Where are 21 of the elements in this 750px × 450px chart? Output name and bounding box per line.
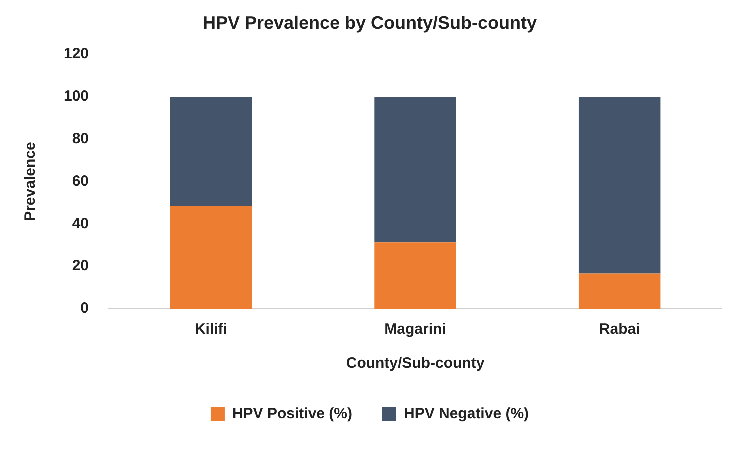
x-axis-title: County/Sub-county	[346, 355, 486, 372]
chart-title: HPV Prevalence by County/Sub-county	[202, 12, 538, 33]
bar	[374, 242, 456, 309]
y-tick-label: 0	[80, 300, 90, 318]
y-tick-label: 80	[72, 130, 90, 148]
x-tick-label: Magarini	[384, 321, 446, 338]
bar	[578, 97, 661, 274]
bar	[374, 97, 456, 243]
y-tick-label: 20	[72, 258, 90, 275]
x-tick-label: Kilifi	[194, 321, 228, 338]
legend-label: HPV Positive (%)	[232, 406, 353, 423]
y-axis-title: Prevalence	[22, 142, 40, 222]
y-tick-label: 120	[64, 46, 90, 63]
bar	[578, 274, 661, 309]
bar	[170, 206, 252, 309]
bar	[170, 97, 252, 206]
y-tick-label: 100	[64, 88, 90, 106]
legend-label: HPV Negative (%)	[404, 406, 530, 423]
x-tick-label: Rabai	[599, 321, 640, 338]
y-tick-label: 60	[72, 172, 90, 190]
y-tick-label: 40	[72, 215, 90, 232]
